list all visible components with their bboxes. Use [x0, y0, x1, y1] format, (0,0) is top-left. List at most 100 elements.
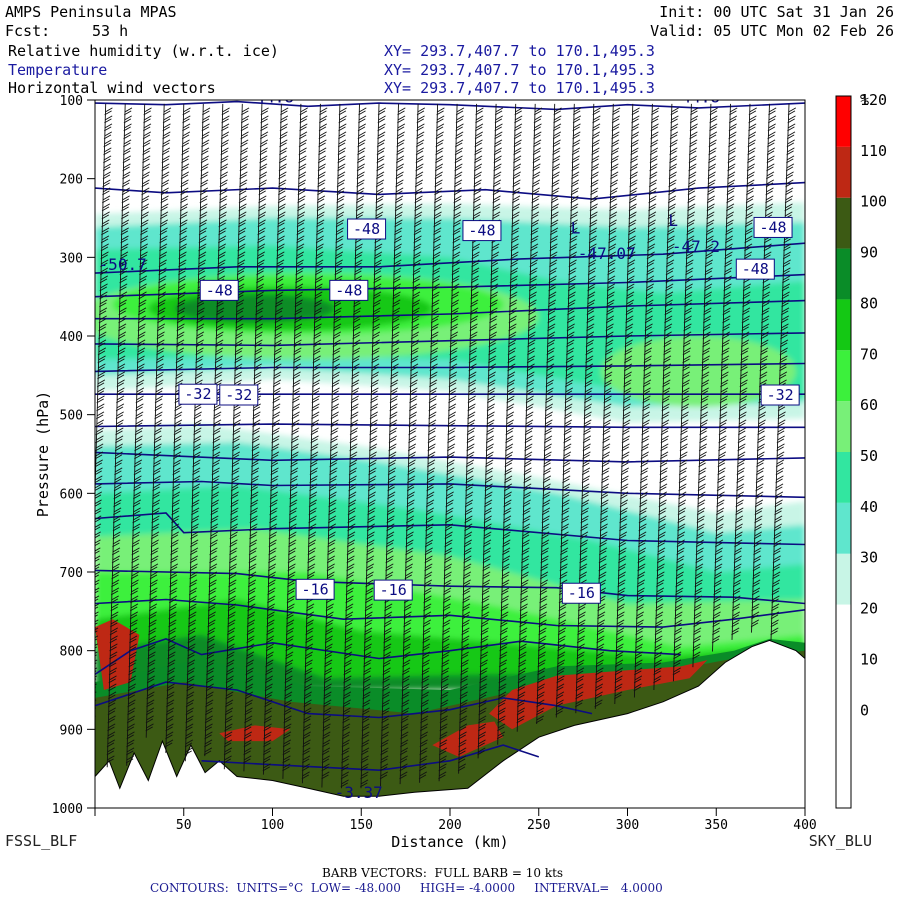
- field-temperature-name: Temperature: [8, 61, 108, 79]
- y-tick-label: 900: [60, 723, 83, 738]
- wind-barb-staff: [653, 103, 673, 691]
- wind-barb-staff: [419, 103, 439, 783]
- colorbar-swatch: [836, 248, 851, 300]
- colorbar-labels: 0 10 20 30 40 50 60 70 80 90 100 110 120%: [860, 91, 887, 719]
- valid-time: Valid: 05 UTC Mon 02 Feb 26: [650, 22, 894, 40]
- wind-barb-flags: [125, 107, 152, 764]
- contour-label-box: [760, 384, 800, 406]
- wind-barb-flags: [672, 107, 699, 676]
- wind-barb-staff: [594, 103, 614, 709]
- y-tick-label: 500: [60, 409, 83, 424]
- wind-barb-flags: [711, 107, 738, 644]
- contour-label: -32: [184, 385, 211, 403]
- contour-label-box: [295, 578, 335, 600]
- temperature-contour-line: [95, 299, 805, 320]
- wind-barb-flags: [516, 107, 543, 724]
- wind-barb-staff: [321, 103, 341, 788]
- colorbar-label: 90: [860, 244, 878, 262]
- wind-barb-flags: [145, 107, 172, 732]
- contour-label-box: [199, 279, 239, 301]
- y-tick-label: 1000: [52, 802, 83, 817]
- rh-supersat-valley: [432, 721, 504, 757]
- wind-barb-flags: [321, 107, 347, 780]
- wind-barb-flags: [438, 107, 465, 780]
- wind-barb-flags: [477, 107, 504, 756]
- contour-extremum-label: -50.7: [99, 255, 147, 274]
- x-tick-label: 400: [793, 818, 816, 833]
- wind-barb-staff: [243, 103, 263, 772]
- contour-extremum-label: -44.8: [672, 87, 720, 106]
- colorbar-label: 10: [860, 650, 878, 668]
- wind-barb-flags: [555, 107, 582, 716]
- left-station-label: FSSL_BLF: [5, 832, 78, 850]
- wind-barb-staff: [770, 103, 790, 641]
- contour-label: -48: [742, 260, 769, 278]
- axes-tick-labels: 100 200 300 400 500 600 700 800 900 1000 50 100 150 2…: [52, 94, 817, 833]
- temperature-contour-line: [95, 181, 805, 200]
- forecast-label: Fcst:: [5, 22, 51, 40]
- rh-supersat-west: [219, 725, 291, 742]
- wind-barb-flags: [95, 107, 113, 749]
- y-tick-label: 800: [60, 645, 83, 660]
- wind-barb-flags: [653, 107, 679, 684]
- wind-barb-flags: [379, 107, 406, 780]
- contour-extrema: L L -47.07 -47.2 -50.7 -44.8 -44.8 -3.37: [99, 87, 720, 802]
- wind-barb-staff: [184, 103, 204, 762]
- contour-extremum-label: L: [571, 219, 581, 238]
- wind-barb-staff: [477, 103, 497, 759]
- wind-barb-staff: [380, 103, 399, 787]
- x-axis-title: Distance (km): [391, 833, 508, 851]
- x-tick-label: 250: [527, 818, 550, 833]
- colorbar-frame: [835, 95, 852, 809]
- wind-barb-flags: [614, 107, 640, 700]
- colorbar: 0 10 20 30 40 50 60 70 80 90 100 110 120%: [835, 91, 887, 809]
- wind-barb-flags: [360, 107, 387, 788]
- temperature-contour-line: [95, 480, 805, 499]
- colorbar-swatch: [836, 96, 851, 147]
- contour-extremum-label: -3.37: [335, 783, 383, 802]
- wind-barb-staff: [672, 103, 692, 682]
- rh-supersat-edge: [95, 619, 140, 690]
- wind-barb-flags: [203, 107, 230, 756]
- colorbar-swatch: [836, 604, 851, 656]
- wind-barb-flags: [301, 107, 328, 780]
- wind-barb-flags: [399, 107, 426, 780]
- contour-label-box: [347, 218, 387, 240]
- barb-legend: BARB VECTORS: FULL BARB = 10 kts: [322, 866, 564, 880]
- colorbar-label: 110: [860, 142, 887, 160]
- contour-label: -16: [568, 584, 595, 602]
- wind-barb-staff: [516, 103, 536, 732]
- contour-label: -32: [225, 386, 252, 404]
- colorbar-label: 70: [860, 345, 878, 363]
- y-tick-label: 600: [60, 487, 83, 502]
- wind-barb-flags: [340, 107, 367, 788]
- wind-barb-staff: [165, 103, 185, 753]
- field-temperature-xy: XY= 293.7,407.7 to 170.1,495.3: [384, 61, 655, 79]
- rh-blob-90-upper: [174, 294, 335, 323]
- wind-barb-flags: [574, 107, 601, 708]
- axes-ticks: [87, 99, 806, 816]
- contour-label: -16: [380, 581, 407, 599]
- y-tick-label: 300: [60, 251, 83, 266]
- colorbar-swatch: [836, 197, 851, 249]
- contour-legend: CONTOURS: UNITS=°C LOW= -48.000 HIGH= -4…: [150, 881, 663, 895]
- colorbar-label: 30: [860, 549, 878, 567]
- colorbar-swatch: [836, 757, 851, 808]
- field-rh-name: Relative humidity (w.r.t. ice): [8, 42, 279, 60]
- wind-barb-staff: [614, 103, 634, 705]
- contour-label-box: [219, 384, 259, 406]
- contour-label: -48: [468, 222, 495, 240]
- x-tick-label: 350: [705, 818, 728, 833]
- x-tick-label: 200: [438, 818, 461, 833]
- colorbar-label: 40: [860, 498, 878, 516]
- wind-barb-staff: [536, 103, 556, 725]
- colorbar-label: 80: [860, 294, 878, 312]
- right-station-label: SKY_BLU: [808, 832, 872, 850]
- contour-extremum-label: -44.8: [246, 87, 294, 106]
- temperature-contour-line: [201, 744, 540, 772]
- wind-barb-flags: [262, 107, 289, 772]
- wind-barb-flags: [633, 107, 660, 692]
- field-rh-xy: XY= 293.7,407.7 to 170.1,495.3: [384, 42, 655, 60]
